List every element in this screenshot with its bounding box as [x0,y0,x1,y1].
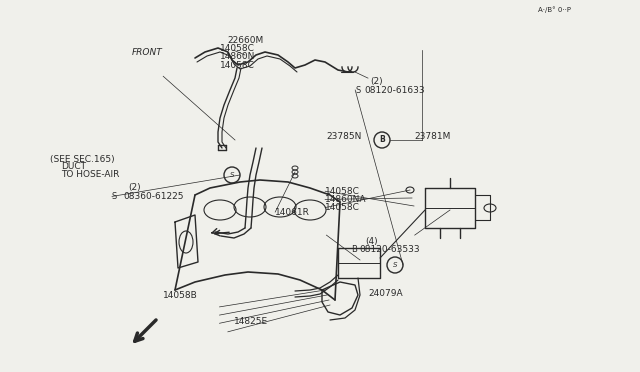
Text: 08360-61225: 08360-61225 [123,192,184,201]
Text: 23781M: 23781M [415,132,451,141]
Text: 22660M: 22660M [228,36,264,45]
Text: 14058B: 14058B [163,291,198,300]
Text: B: B [379,135,385,144]
Text: DUCT: DUCT [61,162,86,171]
Text: 24079A: 24079A [368,289,403,298]
Text: (SEE SEC.165): (SEE SEC.165) [50,155,115,164]
Text: 14058C: 14058C [220,61,254,70]
Text: 14058C: 14058C [325,203,360,212]
Text: 14058C: 14058C [220,44,254,53]
Text: S: S [355,86,360,94]
Text: (2): (2) [370,77,383,86]
Text: A·/B° 0··P: A·/B° 0··P [538,6,571,13]
Text: S: S [393,262,397,268]
Text: S: S [230,172,234,178]
Text: (2): (2) [128,183,141,192]
Text: 14058C: 14058C [325,187,360,196]
Text: B: B [351,246,356,254]
Text: TO HOSE-AIR: TO HOSE-AIR [61,170,119,179]
Text: FRONT: FRONT [132,48,163,57]
Text: 08120-63533: 08120-63533 [360,246,420,254]
Text: 14860N: 14860N [220,52,255,61]
Text: 08120-61633: 08120-61633 [365,86,426,94]
Text: 14061R: 14061R [275,208,310,217]
Text: S: S [112,192,117,201]
Text: 23785N: 23785N [326,132,362,141]
Text: 14825E: 14825E [234,317,268,326]
Text: 14860NA: 14860NA [325,195,367,204]
Text: (4): (4) [365,237,378,246]
